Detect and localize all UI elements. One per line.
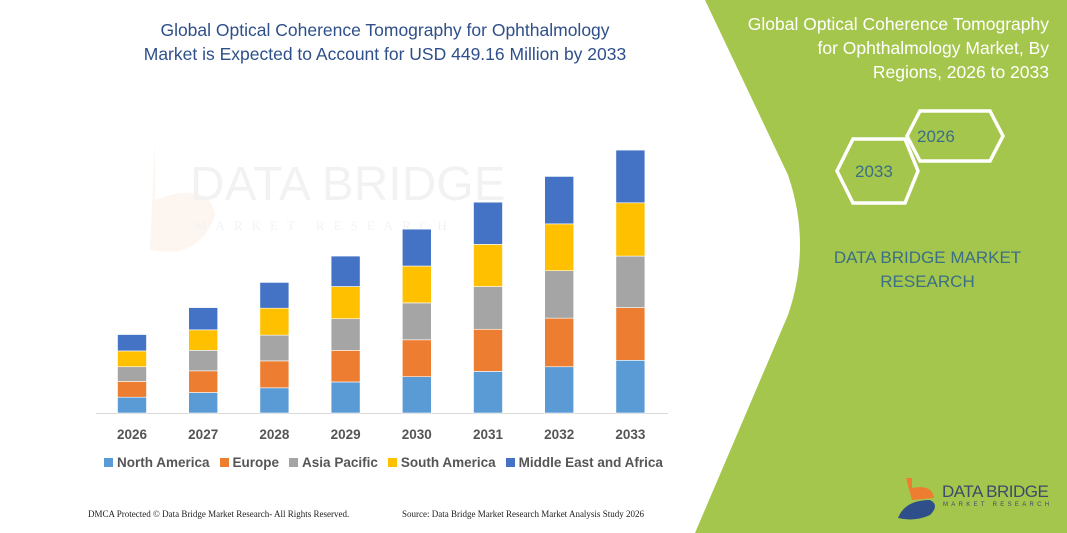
bar-segment-2029-north-america	[330, 381, 361, 414]
bar-segment-2033-middle-east-and-africa	[615, 149, 646, 204]
bar-segment-2026-asia-pacific	[117, 366, 147, 382]
bar-segment-2027-middle-east-and-africa	[188, 307, 218, 331]
legend-swatch	[289, 458, 299, 467]
legend-item: Asia Pacific	[289, 455, 378, 470]
legend-swatch	[387, 458, 397, 467]
svg-text:DATA BRIDGE: DATA BRIDGE	[190, 158, 506, 211]
brand-line1: DATA BRIDGE MARKET	[833, 248, 1022, 267]
bar-segment-2028-europe	[259, 360, 290, 389]
bar-segment-2026-north-america	[117, 396, 147, 414]
legend-label: Middle East and Africa	[518, 455, 663, 470]
footer-source: Source: Data Bridge Market Research Mark…	[402, 509, 644, 519]
hexagon-2033	[835, 137, 920, 205]
x-tick-labels: 2026 2027 2028 2029 2030 2031 2032 2033	[117, 427, 646, 442]
legend-item: South America	[387, 455, 496, 470]
legend-swatch	[104, 458, 113, 467]
bar-segment-2030-asia-pacific	[401, 302, 432, 341]
bar-segment-2031-south-america	[473, 244, 503, 287]
x-tick-label: 2027	[188, 427, 218, 442]
watermark-logo: DATA BRIDGE MARKET RESEARCH	[150, 140, 506, 252]
bar-segment-2026-europe	[117, 381, 147, 398]
x-tick-label: 2029	[331, 427, 361, 442]
side-panel-title: Global Optical Coherence Tomography for …	[709, 12, 1049, 84]
bar-segment-2032-europe	[544, 317, 575, 368]
side-title-line1: Global Optical Coherence Tomography	[747, 14, 1049, 34]
bar-segment-2031-asia-pacific	[473, 286, 503, 330]
bar-segment-2033-south-america	[615, 202, 646, 257]
bar-segment-2032-middle-east-and-africa	[544, 176, 575, 225]
logo-icon	[898, 478, 935, 520]
bar-segment-2027-north-america	[188, 392, 218, 414]
bar-segment-2030-south-america	[401, 265, 432, 304]
legend-item: Middle East and Africa	[505, 455, 663, 470]
chart-legend: North America Europe Asia Pacific South Ame…	[104, 455, 663, 470]
bar-segment-2028-asia-pacific	[259, 334, 290, 362]
legend-label: Asia Pacific	[302, 455, 378, 470]
legend-swatch	[219, 458, 229, 467]
bar-segment-2027-europe	[188, 370, 218, 393]
legend-label: Europe	[232, 455, 280, 470]
hexagon-2026	[905, 109, 1005, 163]
bar-segment-2029-south-america	[330, 286, 361, 320]
bar-segment-2028-middle-east-and-africa	[259, 282, 290, 309]
hex-start-year: 2026	[917, 127, 955, 146]
bar-segment-2028-south-america	[259, 307, 290, 336]
footer-copyright: DMCA Protected © Data Bridge Market Rese…	[88, 509, 350, 519]
bar-segment-2027-south-america	[188, 329, 218, 351]
chart-title: Global Optical Coherence Tomography for …	[100, 18, 670, 66]
bar-segment-2026-middle-east-and-africa	[117, 334, 147, 352]
legend-swatch	[505, 458, 515, 467]
x-tick-label: 2033	[615, 427, 646, 442]
bar-segment-2030-north-america	[401, 376, 432, 414]
bar-segment-2032-south-america	[544, 223, 575, 272]
bar-segment-2029-middle-east-and-africa	[330, 255, 361, 287]
bar-segment-2033-north-america	[615, 360, 646, 414]
bar-segment-2031-north-america	[473, 371, 503, 414]
bar-segment-2030-middle-east-and-africa	[401, 228, 432, 267]
legend-item: Europe	[219, 455, 280, 470]
chart-title-line1: Global Optical Coherence Tomography for …	[160, 20, 610, 40]
brand-text: DATA BRIDGE MARKET RESEARCH	[800, 246, 1055, 294]
brand-line2: RESEARCH	[880, 272, 975, 291]
x-tick-label: 2032	[544, 427, 574, 442]
x-tick-label: 2028	[259, 427, 290, 442]
logo-name: DATA BRIDGE	[942, 482, 1049, 501]
bar-segment-2033-asia-pacific	[615, 255, 646, 308]
bar-segment-2026-south-america	[117, 350, 147, 368]
legend-label: South America	[400, 455, 496, 470]
bar-segment-2028-north-america	[259, 387, 290, 414]
side-panel-background	[695, 0, 1067, 533]
x-tick-label: 2031	[473, 427, 504, 442]
bar-segment-2032-north-america	[544, 366, 575, 414]
chart-title-line2: Market is Expected to Account for USD 44…	[143, 44, 627, 64]
bar-segment-2033-europe	[615, 307, 646, 361]
bar-segment-2030-europe	[401, 339, 432, 377]
bar-segment-2031-middle-east-and-africa	[473, 201, 503, 245]
bars	[117, 149, 646, 414]
bar-segment-2029-asia-pacific	[330, 318, 361, 351]
hex-end-year: 2033	[855, 162, 893, 181]
x-tick-label: 2026	[117, 427, 148, 442]
bar-segment-2031-europe	[473, 328, 503, 372]
bar-segment-2029-europe	[330, 350, 361, 383]
side-title-line3: Regions, 2026 to 2033	[872, 62, 1049, 82]
bar-segment-2032-asia-pacific	[544, 270, 575, 319]
side-title-line2: for Ophthalmology Market, By	[817, 38, 1049, 58]
logo-tagline: MARKET RESEARCH	[943, 502, 1053, 508]
legend-label: North America	[117, 455, 210, 470]
x-tick-label: 2030	[402, 427, 432, 442]
bar-segment-2027-asia-pacific	[188, 350, 218, 372]
svg-text:MARKET RESEARCH: MARKET RESEARCH	[195, 218, 456, 233]
legend-item: North America	[104, 455, 210, 470]
